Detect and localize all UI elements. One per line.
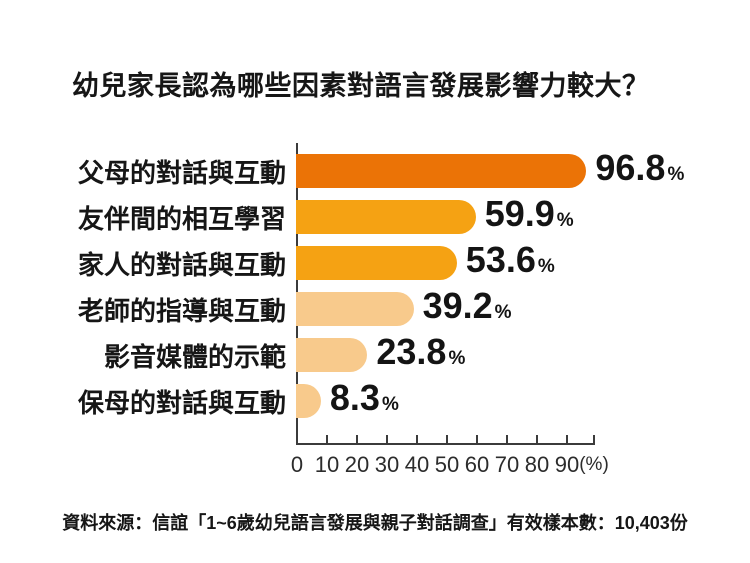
chart-row: 友伴間的相互學習 59.9%	[0, 195, 684, 234]
x-tick-label: 90	[554, 452, 580, 477]
chart-row: 影音媒體的示範 23.8%	[0, 333, 684, 372]
x-tick-label: 80	[524, 452, 550, 477]
percent-sign: %	[667, 163, 685, 185]
tick-mark	[566, 435, 568, 443]
percent-sign: %	[448, 347, 466, 369]
bar	[296, 384, 321, 418]
page-title: 幼兒家長認為哪些因素對語言發展影響力較大？	[72, 71, 650, 101]
bar	[296, 338, 368, 372]
source-note: 資料來源：信誼「1~6歲幼兒語言發展與親子對話調查」有效樣本數：10,403份	[62, 513, 688, 533]
tick-mark	[593, 435, 595, 443]
tick-mark	[536, 435, 538, 443]
chart-row: 家人的對話與互動 53.6%	[0, 241, 684, 280]
category-label: 友伴間的相互學習	[77, 203, 286, 234]
tick-mark	[506, 435, 508, 443]
bar	[296, 292, 414, 326]
value-number: 59.9	[484, 192, 555, 234]
value-label: 39.2%	[423, 287, 512, 330]
tick-mark	[416, 435, 418, 443]
chart-row: 保母的對話與互動 8.3%	[0, 379, 684, 418]
x-tick-label: 20	[344, 452, 370, 477]
bar	[296, 154, 587, 188]
x-tick-label: 0	[290, 452, 304, 477]
value-number: 39.2	[422, 284, 493, 326]
tick-mark	[326, 435, 328, 443]
category-label: 保母的對話與互動	[77, 387, 286, 418]
value-number: 53.6	[465, 238, 536, 280]
x-tick-label: 70	[494, 452, 520, 477]
bar	[296, 200, 476, 234]
category-label: 家人的對話與互動	[77, 249, 286, 280]
x-tick-label: 30	[374, 452, 400, 477]
x-tick-label: 50	[434, 452, 460, 477]
tick-mark	[476, 435, 478, 443]
category-label: 影音媒體的示範	[103, 341, 286, 372]
category-label: 父母的對話與互動	[77, 157, 286, 188]
category-label: 老師的指導與互動	[77, 295, 286, 326]
value-number: 8.3	[329, 376, 380, 418]
value-number: 23.8	[376, 330, 447, 372]
tick-mark	[356, 435, 358, 443]
percent-sign: %	[556, 209, 574, 231]
value-label: 96.8%	[595, 149, 685, 192]
tick-mark	[446, 435, 448, 443]
value-label: 53.6%	[466, 241, 555, 284]
value-label: 59.9%	[485, 195, 574, 238]
x-tick-label: 60	[464, 452, 490, 477]
value-label: 23.8%	[376, 333, 466, 376]
value-number: 96.8	[595, 146, 666, 188]
x-axis-line	[296, 443, 595, 445]
chart-row: 老師的指導與互動 39.2%	[0, 287, 684, 326]
x-axis: 0 10 20 30 40 50 60 70 80 90 (%)	[291, 435, 609, 483]
x-tick-label: 10	[314, 452, 340, 477]
percent-sign: %	[381, 393, 399, 415]
percent-sign: %	[494, 301, 512, 323]
chart-row: 父母的對話與互動 96.8%	[0, 149, 684, 188]
tick-mark	[386, 435, 388, 443]
value-label: 8.3%	[330, 379, 399, 422]
tick-mark	[296, 435, 298, 443]
x-axis-unit-label: (%)	[579, 454, 609, 475]
bar	[296, 246, 457, 280]
percent-sign: %	[537, 255, 555, 277]
bar-chart: 父母的對話與互動 96.8% 友伴間的相互學習 59.9% 家人的對話與互動 5…	[0, 149, 684, 430]
x-tick-label: 40	[404, 452, 430, 477]
